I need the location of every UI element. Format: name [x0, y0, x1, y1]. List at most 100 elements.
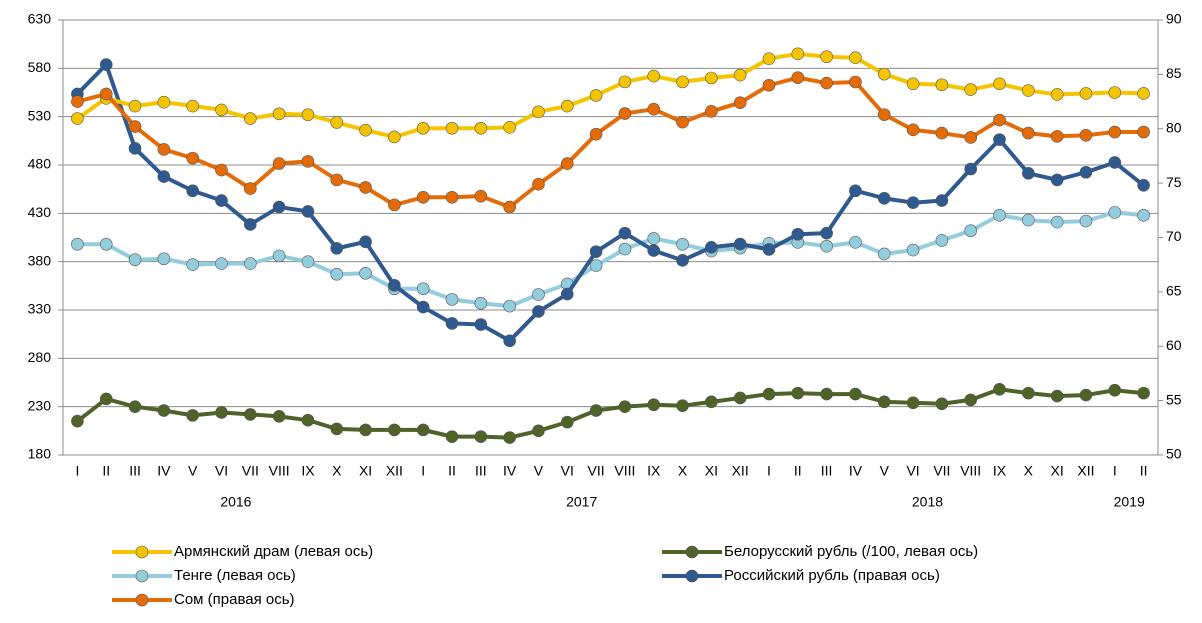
series-marker [128, 120, 142, 133]
series-marker [935, 397, 949, 411]
x-tick-label: XII [386, 463, 403, 479]
legend-marker [685, 545, 699, 559]
y2-tick-label: 85 [1166, 65, 1182, 81]
y-tick-label: 630 [28, 11, 52, 27]
series-marker [762, 387, 776, 401]
series-marker [647, 69, 661, 83]
series-marker [647, 244, 661, 257]
legend-label: Армянский драм (левая ось) [174, 543, 373, 560]
series-marker [964, 131, 977, 144]
series-marker [416, 300, 430, 314]
series-marker [532, 305, 545, 318]
series-marker [330, 422, 344, 436]
series-marker [993, 133, 1006, 146]
series-marker [906, 243, 920, 257]
series-marker [157, 170, 171, 183]
series-marker [906, 77, 920, 91]
x-tick-label: VI [906, 463, 919, 479]
series-marker [1137, 87, 1150, 100]
x-tick-label: VIII [614, 463, 635, 479]
series-marker [99, 58, 113, 71]
series-marker [820, 387, 833, 401]
series-marker [272, 157, 286, 170]
y2-tick-label: 75 [1166, 174, 1182, 190]
series-marker [1108, 206, 1122, 219]
series-marker [1108, 86, 1122, 99]
series-marker [1022, 167, 1035, 180]
series-marker [849, 387, 862, 401]
series-marker [272, 107, 286, 121]
x-tick-label: X [678, 463, 688, 479]
series-marker [272, 200, 286, 214]
series-marker [1137, 125, 1150, 139]
series-marker [993, 113, 1006, 127]
year-label: 2016 [220, 494, 251, 510]
series-marker [157, 252, 171, 266]
x-tick-label: VIII [269, 463, 290, 479]
y2-tick-label: 60 [1166, 337, 1182, 353]
year-label: 2018 [912, 494, 943, 510]
series-marker [128, 142, 142, 155]
series-marker [935, 126, 949, 140]
series-marker [532, 177, 545, 191]
series-marker [244, 112, 257, 125]
series-marker [1079, 128, 1093, 142]
series-marker [272, 410, 286, 423]
series-marker [1079, 165, 1093, 179]
series-marker [388, 198, 401, 212]
series-marker [1137, 386, 1150, 400]
series-marker [1050, 173, 1064, 187]
y-tick-label: 280 [28, 349, 52, 365]
series-marker [388, 130, 401, 144]
x-tick-label: VI [215, 463, 228, 479]
x-tick-label: IX [301, 463, 315, 479]
series-marker [849, 75, 862, 89]
series-marker [503, 334, 516, 348]
series-marker [186, 99, 199, 113]
series-marker [589, 259, 603, 272]
series-marker [762, 52, 776, 65]
legend-label: Тенге (левая ось) [174, 567, 296, 584]
series-marker [618, 400, 632, 413]
series-marker [877, 247, 891, 261]
series-marker [474, 318, 488, 331]
series-marker [906, 196, 920, 209]
series-marker [301, 108, 315, 122]
series-marker [301, 413, 315, 427]
series-marker [359, 266, 372, 280]
series-marker [849, 184, 862, 198]
series-marker [532, 424, 545, 438]
x-tick-label: VI [561, 463, 574, 479]
series-marker [733, 96, 747, 109]
series-marker [1050, 88, 1064, 101]
series-marker [445, 317, 459, 330]
y-tick-label: 330 [28, 301, 52, 317]
year-label: 2019 [1114, 494, 1145, 510]
x-tick-label: XII [732, 463, 749, 479]
series-marker [474, 430, 488, 443]
y-tick-label: 380 [28, 252, 52, 268]
series-marker [388, 423, 401, 437]
series-marker [532, 288, 545, 301]
series-marker [705, 105, 718, 118]
series-marker [1022, 84, 1035, 97]
x-tick-label: IV [503, 463, 517, 479]
series-marker [1022, 126, 1035, 140]
series-marker [359, 423, 372, 437]
series-marker [1137, 208, 1150, 222]
series-marker [964, 393, 977, 407]
x-tick-label: II [1140, 463, 1148, 479]
series-marker [215, 194, 228, 207]
series-marker [244, 218, 257, 231]
series-marker [618, 226, 632, 240]
series-marker [359, 235, 372, 249]
series-marker [445, 293, 459, 306]
series-line [76, 387, 1144, 440]
series-marker [503, 299, 516, 313]
series-marker [560, 287, 574, 301]
y-tick-label: 530 [28, 107, 52, 123]
series-marker [733, 391, 747, 405]
series-marker [877, 395, 891, 409]
series-marker [791, 47, 805, 61]
series-marker [935, 78, 949, 92]
